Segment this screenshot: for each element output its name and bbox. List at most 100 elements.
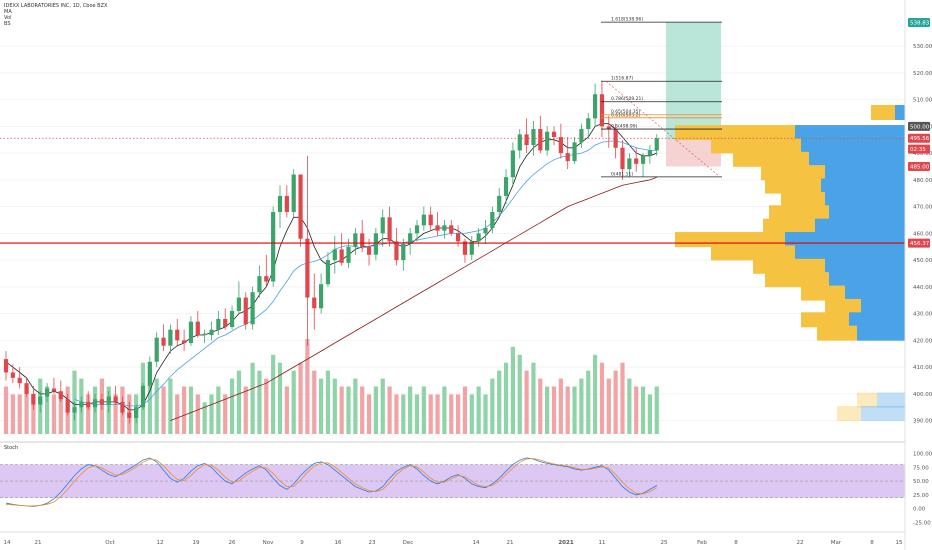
- volume-bar: [483, 394, 488, 434]
- price-badge: [908, 133, 930, 143]
- fib-level-label: 1.618(538.96): [611, 17, 643, 23]
- price-badges: 538.83 500.00 495.56 02:35 485.00 456.37: [908, 17, 930, 248]
- stoch-tick-label: 100.00: [913, 452, 932, 458]
- volume-bar: [147, 370, 152, 434]
- volume-bar: [640, 386, 646, 434]
- price-tick-label: 390.00: [913, 419, 932, 425]
- volume-bar: [353, 378, 358, 434]
- volume-profile-up: [781, 191, 825, 207]
- indicator-bs[interactable]: BS: [4, 21, 11, 27]
- price-badge-label: 538.83: [910, 20, 930, 26]
- candle-body: [545, 131, 550, 151]
- candle-body: [627, 158, 632, 170]
- candle-body: [236, 297, 241, 311]
- volume-bar: [161, 386, 166, 434]
- candle-body: [24, 383, 29, 394]
- volume-bar: [408, 386, 413, 434]
- price-tick-label: 450.00: [913, 258, 932, 264]
- candle-body: [72, 407, 77, 413]
- fib-level-label: 0(481.11): [611, 171, 633, 177]
- volume-bar: [654, 386, 659, 434]
- candle-body: [572, 142, 577, 162]
- volume-bar: [45, 386, 50, 434]
- candle-body: [209, 329, 214, 336]
- volume-bar: [647, 394, 652, 434]
- volume-bar: [606, 378, 611, 434]
- time-tick-label: 25: [661, 540, 668, 546]
- fib-level-label: 1(516.87): [611, 76, 633, 82]
- price-badge-label: 02:35: [910, 147, 926, 153]
- volume-bar: [490, 378, 495, 434]
- indicator-ma[interactable]: MA: [4, 9, 12, 15]
- stoch-legend[interactable]: Stoch: [4, 445, 18, 451]
- volume-profile-down: [861, 405, 905, 421]
- volume-profile-down: [825, 165, 905, 181]
- candle-body: [387, 217, 392, 242]
- volume-bar: [243, 386, 248, 434]
- candle-body: [134, 407, 139, 418]
- candle-body: [647, 150, 652, 156]
- volume-profile-up: [817, 325, 857, 341]
- volume-bar: [558, 378, 563, 434]
- candle-body: [10, 372, 15, 378]
- volume-bar: [195, 394, 200, 434]
- volume-bar: [503, 362, 509, 434]
- candle-body: [86, 401, 91, 408]
- time-tick-label: 21: [35, 540, 42, 546]
- time-tick-label: 8: [870, 540, 874, 546]
- candle-body: [229, 310, 235, 327]
- volume-bar: [10, 394, 15, 434]
- volume-bar: [449, 394, 454, 434]
- volume-bar: [456, 394, 461, 434]
- volume-profile-up: [801, 312, 849, 328]
- volume-bar: [414, 394, 420, 434]
- volume-profile-up: [765, 272, 829, 288]
- moving-average-line: [170, 176, 657, 421]
- volume-profile-down: [861, 298, 905, 314]
- candle-body: [490, 211, 495, 229]
- volume-bar: [175, 394, 180, 434]
- stoch-tick-label: 0.00: [913, 507, 926, 513]
- volume-bar: [551, 386, 557, 434]
- volume-bar: [565, 386, 570, 434]
- price-axis: 390.00 400.00 410.00 420.00 430.00 440.00 450.…: [913, 44, 932, 425]
- fibonacci-levels: 1.618(538.96) 1(516.87) 0.786(509.21) 0.618…: [601, 17, 722, 177]
- volume-profile-down: [801, 138, 905, 154]
- time-tick-label: 15: [896, 540, 903, 546]
- volume-bar: [476, 386, 481, 434]
- indicator-vol[interactable]: Vol: [4, 15, 12, 21]
- candle-body: [599, 94, 605, 127]
- volume-profile-down: [845, 285, 905, 301]
- candle-body: [188, 321, 194, 344]
- volume-profile-up: [711, 138, 801, 154]
- volume-bar: [613, 370, 618, 434]
- candle-body: [243, 297, 248, 325]
- candle-body: [339, 249, 344, 263]
- volume-profile-up: [753, 258, 825, 274]
- price-badge-label: 495.56: [910, 136, 930, 142]
- volume-profile-down: [877, 392, 905, 408]
- price-tick-label: 520.00: [913, 71, 932, 77]
- fib-level-label: 0.618(503.2): [611, 112, 641, 118]
- volume-profile-down: [821, 178, 905, 194]
- candle-body: [298, 174, 303, 239]
- volume-bar: [380, 378, 385, 434]
- time-tick-label: Dec: [403, 540, 414, 546]
- volume-profile-up: [761, 165, 825, 181]
- volume-profile-up: [825, 298, 861, 314]
- candle-body: [161, 337, 166, 346]
- candle-body: [257, 276, 262, 293]
- candle-body: [65, 399, 70, 413]
- moving-average-line: [74, 140, 657, 407]
- candle-body: [380, 217, 385, 234]
- volume-profile-up: [801, 285, 845, 301]
- candle-body: [510, 150, 515, 178]
- volume-bar: [442, 386, 447, 434]
- candle-body: [640, 155, 646, 164]
- symbol-title[interactable]: IDEXX LABORATORIES INC, 1D, Cboe BZX: [4, 3, 108, 9]
- price-tick-label: 400.00: [913, 392, 932, 398]
- chart-legend: IDEXX LABORATORIES INC, 1D, Cboe BZX MA …: [4, 3, 107, 27]
- candle-body: [428, 214, 433, 226]
- time-tick-label: Mar: [831, 540, 842, 546]
- volume-bar: [524, 370, 529, 434]
